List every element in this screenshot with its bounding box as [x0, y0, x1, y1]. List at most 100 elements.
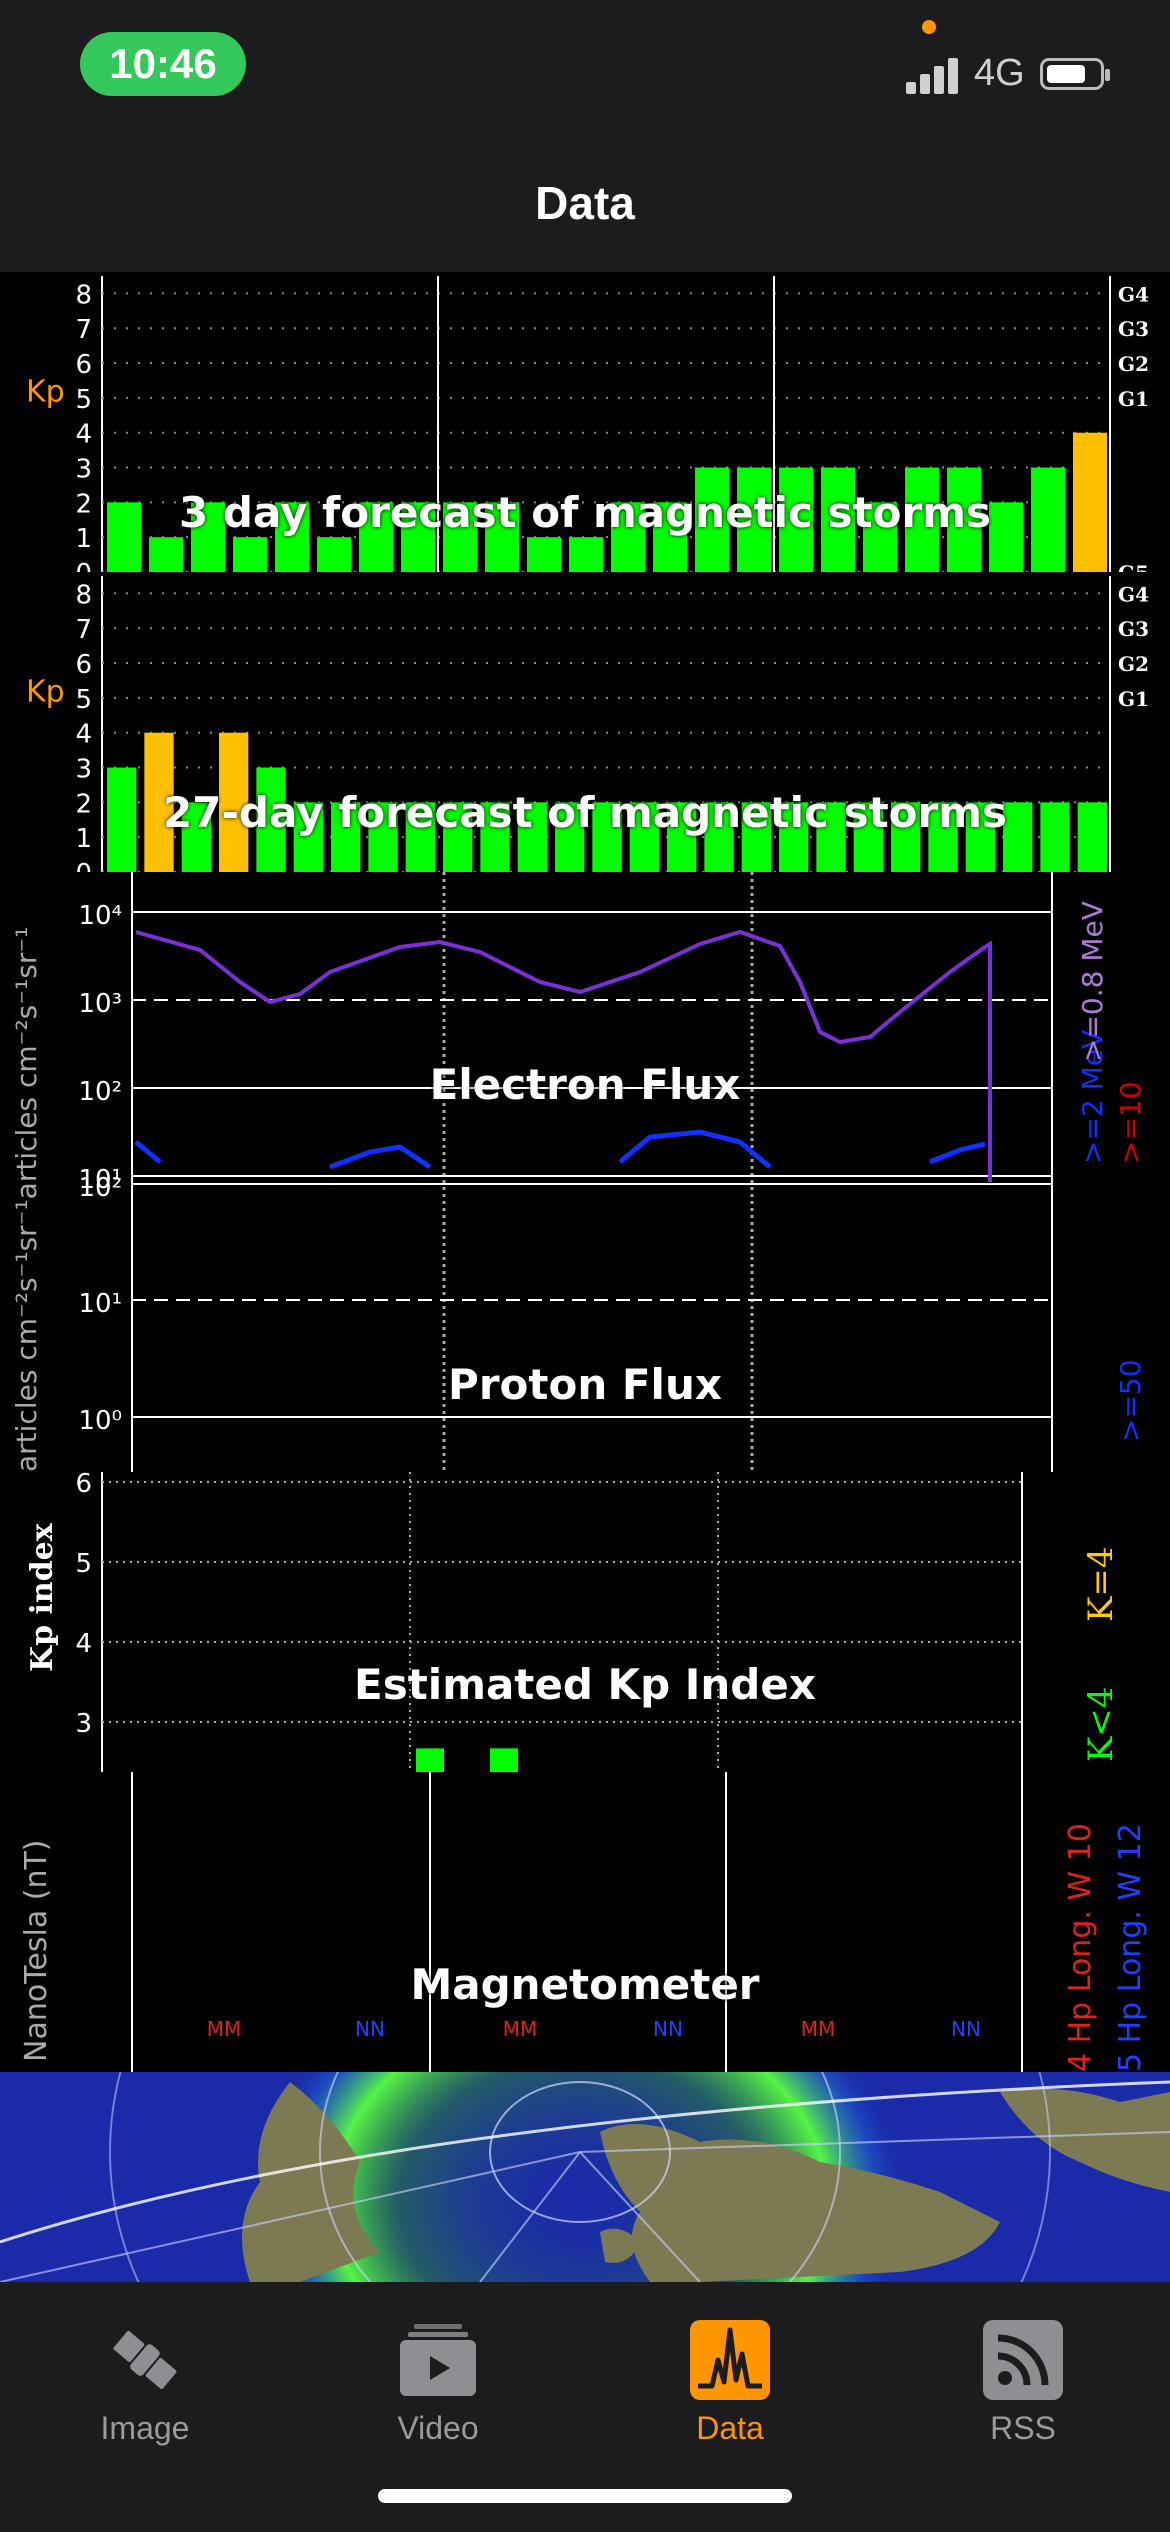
kp-bar — [863, 502, 897, 572]
kp-tick-label: 5 — [75, 1549, 92, 1579]
kp-bar — [149, 537, 183, 572]
kp-bar — [401, 502, 435, 572]
kp-bar — [480, 802, 510, 872]
kp-bar — [256, 767, 286, 872]
kp-bar — [233, 537, 267, 572]
kp-3day-panel[interactable]: 8 7 6 5 4 3 2 1 0 Kp G4 G3 G2 G1 G5 3 day forecast of … — [0, 272, 1170, 572]
kp-27day-panel[interactable]: 8 7 6 5 4 3 2 1 0 Kp G4 G3 G2 G1 27-day forecast of m… — [0, 572, 1170, 872]
magnetometer-panel[interactable]: MM NN MM NN MM NN NanoTesla (nT) 4 Hp Long. W 1… — [0, 1772, 1170, 2072]
satellite-icon — [113, 2331, 177, 2389]
kp-bar — [947, 467, 981, 572]
kp-axis-label: Kp — [26, 374, 65, 409]
magnetometer-chart: MM NN MM NN MM NN NanoTesla (nT) 4 Hp Long. W 1… — [19, 1772, 1148, 2072]
kp-bar — [741, 802, 771, 872]
mag-side-label: 5 Hp Long. W 12 — [1113, 1823, 1148, 2072]
y-tick-label: 0 — [75, 559, 92, 572]
kp-bar — [569, 537, 603, 572]
g-scale-label: G3 — [1118, 317, 1149, 341]
kp-3day-caption: 3 day forecast of magnetic storms — [179, 488, 991, 537]
y-tick-label: 1 — [75, 824, 92, 854]
kp-bar — [1040, 802, 1070, 872]
kp-bar — [317, 537, 351, 572]
mag-side-label: 4 Hp Long. W 10 — [1063, 1823, 1098, 2072]
electron-side-label: >=2 MeV — [1076, 1030, 1109, 1164]
kp-bar — [629, 802, 659, 872]
kp-bar — [527, 537, 561, 572]
flux-axis-label: articles cm⁻²s⁻¹sr⁻¹articles cm⁻²s⁻¹sr⁻¹ — [10, 927, 43, 1472]
kp-index-axis-label: Kp index — [25, 1522, 60, 1672]
kp-3day-chart: 8 7 6 5 4 3 2 1 0 Kp G4 G3 G2 G1 G5 — [26, 276, 1149, 572]
kp-bar — [219, 732, 249, 872]
status-bar: 10:46 4G — [0, 0, 1170, 130]
kp-bar — [611, 502, 645, 572]
privacy-indicator — [922, 20, 936, 34]
kp-bar — [653, 502, 687, 572]
kp-bar — [592, 802, 622, 872]
status-time[interactable]: 10:46 — [80, 32, 246, 96]
proton-side-label: >=50 — [1114, 1359, 1147, 1442]
kp-index-bar — [416, 1748, 444, 1772]
kp-bar — [779, 467, 813, 572]
kp-bar — [704, 802, 734, 872]
electron-tick-label: 10³ — [78, 989, 122, 1019]
mag-axis-label: NanoTesla (nT) — [19, 1839, 54, 2062]
magnetometer-caption: Magnetometer — [410, 1960, 760, 2009]
kp-index-bar — [490, 1748, 518, 1772]
video-icon — [400, 2324, 476, 2396]
kp-bar — [989, 502, 1023, 572]
y-tick-label: 7 — [75, 315, 92, 345]
kp-tick-label: 4 — [75, 1629, 92, 1659]
g-scale-label: G4 — [1118, 282, 1149, 306]
kp-bar — [555, 802, 585, 872]
tab-rss[interactable]: RSS — [923, 2302, 1123, 2452]
kp-bar — [275, 502, 309, 572]
kp-bar — [891, 802, 921, 872]
y-tick-label: 3 — [75, 455, 92, 485]
kp-bar — [816, 802, 846, 872]
y-tick-label: 0 — [75, 859, 92, 872]
flux-panel[interactable]: 10⁴ 10³ 10² 10¹ 10² 10¹ 10⁰ articles cm⁻²s⁻¹sr⁻… — [0, 872, 1170, 1472]
kp-bar — [1073, 432, 1107, 572]
kp-bar — [821, 467, 855, 572]
kp-bar — [405, 802, 435, 872]
kp-bar — [1003, 802, 1033, 872]
g-scale-label: G5 — [1118, 561, 1149, 572]
y-tick-label: 5 — [75, 385, 92, 415]
proton-tick-label: 10¹ — [78, 1289, 122, 1319]
tab-image-label: Image — [100, 2410, 190, 2446]
page-title: Data — [535, 177, 635, 229]
proton-tick-label: 10⁰ — [78, 1406, 122, 1436]
kp-27day-caption: 27-day forecast of magnetic storms — [163, 788, 1007, 837]
g-scale-label: G2 — [1118, 652, 1149, 676]
y-tick-label: 7 — [75, 615, 92, 645]
electron-tick-label: 10¹ — [78, 1165, 122, 1195]
tab-image[interactable]: Image — [45, 2302, 245, 2452]
g-scale-label: G2 — [1118, 352, 1149, 376]
kp-bar — [107, 502, 141, 572]
data-scroll-view[interactable]: 8 7 6 5 4 3 2 1 0 Kp G4 G3 G2 G1 G5 3 day forecast of … — [0, 272, 1170, 2282]
kp-bar — [485, 502, 519, 572]
kp-bar — [107, 767, 137, 872]
proton-tick-label: 10² — [78, 1173, 122, 1203]
electron-flux-line-08 — [135, 929, 992, 1182]
battery-icon — [1040, 58, 1110, 90]
mag-marker: MM — [503, 2017, 538, 2041]
g-scale-label: G3 — [1118, 617, 1149, 641]
mag-marker: NN — [355, 2017, 385, 2041]
y-tick-label: 4 — [75, 420, 92, 450]
y-tick-label: 3 — [75, 755, 92, 785]
kp-bar — [667, 802, 697, 872]
kp-bar — [293, 802, 323, 872]
kp-bar — [443, 502, 477, 572]
electron-flux-line-2 — [134, 1129, 986, 1170]
kp-bar — [695, 467, 729, 572]
kp-bar — [1031, 467, 1065, 572]
kp-index-panel[interactable]: 6 5 4 3 Kp index K=4 K<4 Estimated Kp Index — [0, 1472, 1170, 1772]
chart-icon — [690, 2320, 770, 2400]
kp-bar — [1077, 802, 1107, 872]
kp-bar — [517, 802, 547, 872]
home-indicator — [378, 2489, 792, 2503]
aurora-map-panel[interactable] — [0, 2072, 1170, 2282]
tab-video[interactable]: Video — [338, 2302, 538, 2452]
tab-data[interactable]: Data — [630, 2302, 830, 2452]
